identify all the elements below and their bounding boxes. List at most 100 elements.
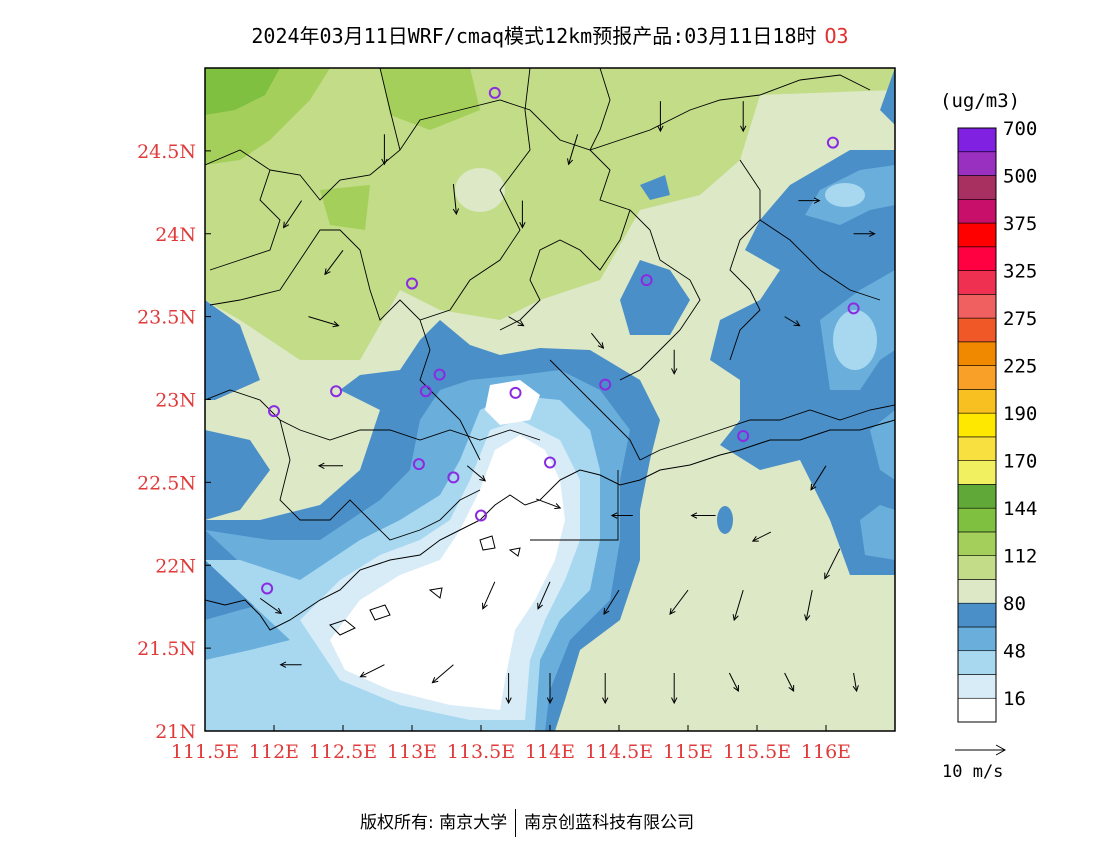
lon-tick-label: 114.5E [585,741,653,763]
legend-label: 144 [1003,498,1037,520]
boundary-line [279,419,481,541]
legend-label: 48 [1003,641,1026,663]
band-80-112-north [205,68,895,360]
wind-arrow-icon [259,597,283,615]
legend-label: 170 [1003,451,1037,473]
station-marker [330,385,343,398]
wind-scale-label: 10 m/s [942,762,1004,782]
band-48-80-sea-dot [717,506,733,534]
boundary-line [759,219,881,301]
admin-boundaries [205,68,895,541]
island-outline [329,619,356,636]
boundary-line [205,149,281,271]
footer-copyright: 版权所有: 南京大学 [360,813,508,833]
lat-tick-label: 22.5N [137,472,196,494]
wind-arrow-icon [853,230,876,237]
legend-swatch [957,127,997,153]
legend-swatch [957,175,997,200]
legend-label: 112 [1003,546,1037,568]
band-16-32-east [833,310,877,370]
station-marker [599,378,612,391]
wind-arrow-icon [751,531,772,542]
legend-swatch [957,317,997,343]
legend-swatch [957,436,997,461]
band-144-plus [205,68,280,115]
coastline [205,419,895,636]
legend-label: 225 [1003,356,1037,378]
legend-swatch [957,151,997,176]
legend-swatch [957,460,997,485]
wind-arrow-icon [324,250,344,276]
wind-arrow-icon [452,183,460,216]
legend-swatch [957,602,997,628]
station-marker [737,429,750,442]
wind-arrow-icon [505,672,512,705]
legend-swatch [957,555,997,580]
legend-label: 500 [1003,166,1037,188]
lon-tick-label: 115.5E [723,741,791,763]
boundary-line [379,68,401,151]
legend-swatch [957,246,997,271]
boundary-line [499,68,631,331]
legend-swatch [957,222,997,248]
low-patch-north [455,168,505,212]
station-marker [826,136,839,149]
wind-vectors [259,101,876,705]
wind-arrow-icon [732,589,744,622]
wind-arrow-icon [481,581,496,610]
legend-swatch [957,697,997,723]
legend-frame [957,127,997,723]
station-marker [475,509,487,522]
station-marker [640,274,653,287]
boundary-line [729,159,761,361]
wind-arrow-icon [671,349,678,375]
band-48-80-east [710,150,895,575]
wind-arrow-icon [359,664,385,678]
wind-arrow-icon [798,197,821,204]
title-species: O3 [824,24,849,48]
wind-arrow-icon [591,332,605,350]
legend-label: 275 [1003,308,1037,330]
wind-arrow-icon [602,672,609,705]
wind-arrow-icon [537,581,551,610]
wind-arrow-icon [466,465,487,482]
station-marker [268,405,280,418]
boundary-line [419,319,481,461]
monitoring-stations [261,86,860,595]
band-48-80-ne-small [640,175,670,200]
wind-arrow-icon [810,465,827,491]
band-48-80-ne-corner [880,68,895,125]
footer: 版权所有: 南京大学 南京创蓝科技有限公司 [360,808,694,837]
lat-tick-label: 24N [155,224,196,246]
legend-label: 375 [1003,213,1037,235]
legend-swatch [957,389,997,414]
legend-swatch [957,341,997,366]
color-legend: 16 48 80 112 144 170 190 225 275 325 375 500 700 [957,118,1037,723]
o3-concentration-field [205,68,895,731]
legend-swatch [957,531,997,556]
lon-tick-label: 111.5E [171,741,239,763]
band-112-144-north [380,68,480,130]
station-marker [412,458,425,471]
footer-divider [515,809,517,837]
footer-company: 南京创蓝科技有限公司 [524,813,695,833]
wind-arrow-icon [431,664,454,684]
wind-arrow-icon [603,589,620,616]
wind-arrow-icon [308,316,340,328]
band-16-32-east2 [825,183,865,207]
legend-swatch [957,674,997,699]
lon-tick-label: 115E [663,741,713,763]
wind-arrow-icon [784,672,795,692]
lon-tick-label: 116E [801,741,851,763]
station-marker [847,302,860,315]
legend-swatch [957,507,997,533]
wind-arrow-icon [279,661,302,668]
lat-tick-label: 24.5N [137,141,196,163]
station-marker [261,582,274,595]
wind-arrow-icon [610,512,633,519]
boundary-line [549,359,641,461]
station-marker [447,471,460,484]
wind-arrow-icon [381,134,388,166]
coastline-path [205,419,895,631]
